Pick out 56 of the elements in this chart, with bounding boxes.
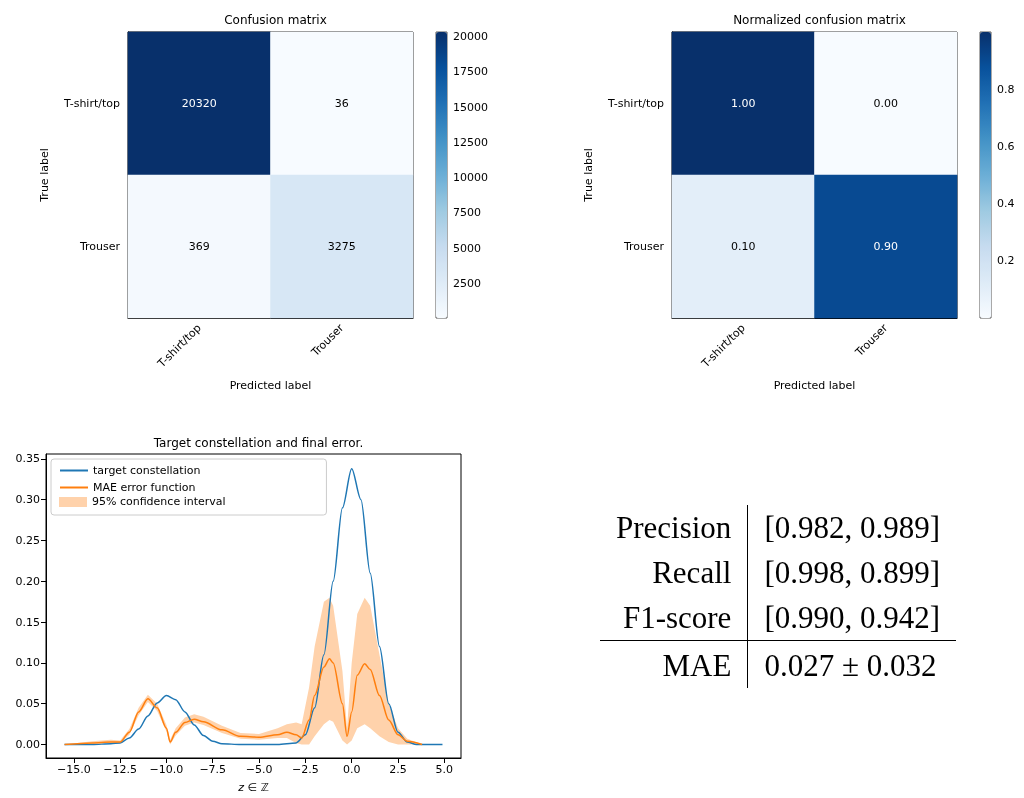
x-tick-label: 0.0 [342,763,361,776]
text: F1-score [600,595,748,641]
data-label: 1.00 [731,97,756,110]
y-tick-label: 0.25 [15,534,40,548]
data-label: 36 [334,97,349,110]
data-label: 0.10 [731,240,756,253]
color-bar-label: 7500 [453,206,481,220]
annotation: 95% confidence interval [92,495,226,508]
text: [0.982, 0.989] [763,509,942,547]
chart-title: Confusion matrix [224,13,327,27]
color-bar-label: 0.6 [997,139,1015,153]
text: Precision [600,505,748,550]
text: [0.990, 0.942] [763,599,942,637]
color-bar-label: 0.2 [997,254,1015,268]
color-bar-label: 15000 [453,100,488,114]
color-bar-label: 0.4 [997,197,1015,211]
x-tick-label: −12.5 [103,763,137,776]
color-bar-label: 10000 [453,171,488,185]
y-tick-label: 0.05 [15,697,40,711]
y-tick-label: 0.35 [15,452,40,466]
y-axis-title: True label [582,148,595,203]
legend-label: target constellation [93,464,201,477]
color-bar-label: 20000 [453,30,488,44]
x-axis-title: Predicted label [773,379,856,392]
y-tick-label: 0.30 [15,493,40,507]
data-label: 0.00 [873,97,898,110]
y-axis-title: True label [38,148,51,203]
text: MAE [600,640,748,688]
color-bar-label: 2500 [453,276,481,290]
x-axis-title: Predicted label [229,379,312,392]
x-tick-label: −15.0 [56,763,91,776]
legend-label: MAE error function [93,481,196,494]
x-tick-label: 2.5 [389,763,407,776]
color-bar-label: 12500 [453,135,488,149]
x-tick-label: 5.0 [435,763,454,776]
data-label: 369 [188,240,210,253]
x-tick-label: −2.5 [292,763,319,776]
text: [0.998, 0.899] [763,554,942,592]
data-label: 0.90 [873,240,898,253]
y-tick-label: 0.15 [15,615,40,629]
chart-title: Target constellation and final error. [152,436,364,450]
y-tick-label: 0.20 [15,574,40,588]
data-label: 3275 [327,240,356,253]
text: 0.027 ± 0.032 [747,640,957,688]
color-bar-label: 17500 [453,65,488,79]
text: Recall [600,550,748,595]
y-tick-label: 0.10 [15,656,40,670]
color-bar-label: 5000 [453,241,481,255]
data-label: 20320 [181,97,217,110]
x-axis-title: z ∈ ℤ [237,781,269,794]
x-tick-label: −7.5 [199,763,227,776]
y-tick-label: 0.00 [15,738,40,752]
color-bar-label: 0.8 [997,82,1015,96]
x-tick-label: −10.0 [149,763,184,776]
x-tick-label: −5.0 [245,763,273,776]
chart-title: Normalized confusion matrix [733,13,906,27]
